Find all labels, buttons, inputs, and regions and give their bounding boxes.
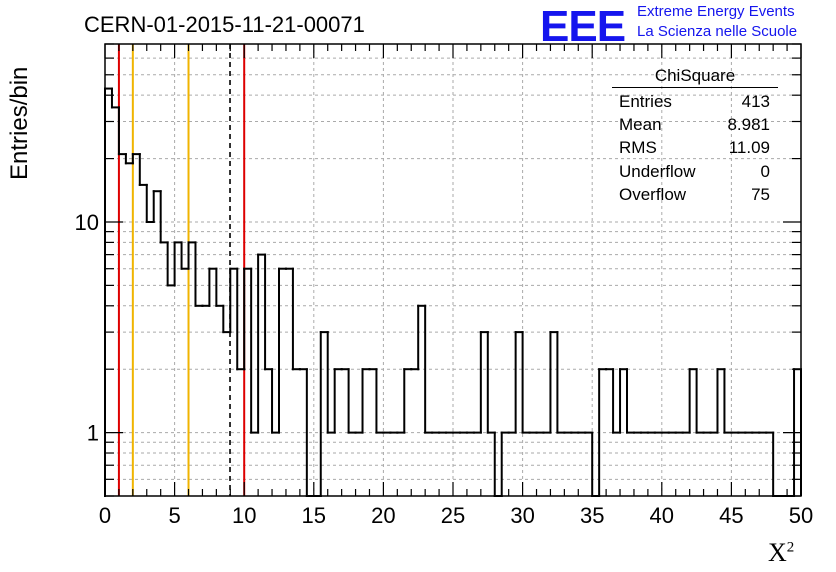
stats-value: 8.981 xyxy=(727,115,770,135)
histogram-bin xyxy=(173,241,183,287)
run-title: CERN-01-2015-11-21-00071 xyxy=(84,12,365,37)
x-axis-label-base: X xyxy=(768,538,787,567)
histogram-bin xyxy=(598,368,608,497)
histogram-bin xyxy=(104,87,113,497)
stats-row: Overflow 75 xyxy=(612,183,778,206)
histogram-bin xyxy=(222,304,232,334)
histogram-bin xyxy=(194,241,204,307)
histogram-bin xyxy=(187,241,197,270)
stats-label: Mean xyxy=(619,115,662,135)
histogram-bin xyxy=(110,87,120,109)
histogram-bin xyxy=(319,331,329,497)
histogram-bin xyxy=(180,241,190,270)
x-tick-label: 50 xyxy=(789,503,813,528)
histogram-bin xyxy=(403,368,413,434)
x-tick-label: 40 xyxy=(650,503,674,528)
histogram-bin xyxy=(131,153,141,165)
histogram-bin xyxy=(208,267,218,307)
histogram-bin xyxy=(333,368,343,434)
stats-label: Overflow xyxy=(619,184,687,204)
histogram-bin xyxy=(278,267,287,434)
histogram-bin xyxy=(612,368,622,434)
y-axis-label: Entries/bin xyxy=(6,66,33,180)
stats-box: ChiSquare Entries 413 Mean 8.981 RMS 11.09 … xyxy=(612,66,778,206)
x-axis-label: X2 xyxy=(768,538,794,568)
histogram-bin xyxy=(688,368,698,434)
axis-ticks xyxy=(104,43,802,497)
histogram-bin xyxy=(500,431,510,497)
histogram-bin xyxy=(152,190,162,223)
histogram-bin xyxy=(271,368,280,434)
histogram-bin xyxy=(257,253,267,434)
histogram-bin xyxy=(619,368,628,434)
histogram-bin xyxy=(291,267,301,371)
grid-lines xyxy=(105,44,801,496)
stats-row: Mean 8.981 xyxy=(612,113,778,136)
stats-name: ChiSquare xyxy=(612,66,778,88)
histogram-bin xyxy=(556,331,566,434)
stats-value: 75 xyxy=(751,184,770,204)
histogram-bin xyxy=(514,331,524,434)
x-tick-label: 25 xyxy=(441,503,465,528)
x-tick-label: 35 xyxy=(580,503,604,528)
stats-row: RMS 11.09 xyxy=(612,136,778,159)
histogram-bin xyxy=(243,267,253,371)
histogram-bin xyxy=(375,368,385,434)
histogram-bin xyxy=(695,368,705,434)
histogram-bin xyxy=(486,331,496,434)
x-tick-label: 15 xyxy=(302,503,326,528)
y-tick-label: 1 xyxy=(87,421,99,446)
histogram-bin xyxy=(626,368,635,434)
histogram-bin xyxy=(117,106,127,156)
x-tick-label: 10 xyxy=(232,503,256,528)
histogram-bin xyxy=(723,368,733,434)
stats-label: Entries xyxy=(619,92,672,111)
histogram-bin xyxy=(347,368,357,434)
histogram-bin xyxy=(326,331,336,434)
stats-label: Underflow xyxy=(619,161,696,181)
histogram-bin xyxy=(138,153,148,186)
x-axis-label-sup: 2 xyxy=(786,539,795,556)
histogram-bin xyxy=(215,267,225,307)
histogram-bin xyxy=(716,368,726,434)
stats-value: 0 xyxy=(760,161,770,181)
x-tick-label: 0 xyxy=(99,503,111,528)
histogram-bin xyxy=(479,331,489,434)
histogram-bin xyxy=(124,153,134,165)
brand-line-2: La Scienza nelle Scuole xyxy=(637,23,798,40)
x-tick-label: 30 xyxy=(510,503,534,528)
y-tick-label: 10 xyxy=(75,210,99,235)
stats-label: RMS xyxy=(619,138,657,158)
histogram-bin xyxy=(264,253,274,371)
eee-logo: EEE xyxy=(540,2,626,51)
stats-value: 11.09 xyxy=(728,138,770,158)
histogram-bin xyxy=(521,331,531,434)
histogram-bin xyxy=(166,241,176,287)
histogram-bin xyxy=(549,331,559,434)
x-tick-label: 5 xyxy=(168,503,180,528)
tick-labels: 0 5 10 15 20 25 30 35 40 45 50 1 10 xyxy=(75,210,814,528)
stats-value: 413 xyxy=(741,92,770,111)
histogram-bin xyxy=(229,267,239,334)
marker-lines xyxy=(117,44,246,496)
histogram-bin xyxy=(424,304,434,434)
brand-line-1: Extreme Energy Events xyxy=(637,3,795,20)
stats-row: Entries 413 xyxy=(612,90,778,113)
x-tick-label: 45 xyxy=(719,503,743,528)
histogram-bin xyxy=(361,368,371,434)
histogram-bin xyxy=(417,304,427,371)
histogram-bin xyxy=(159,190,169,244)
histogram-bin xyxy=(236,267,246,371)
histogram-bin xyxy=(145,183,155,223)
stats-row: Underflow 0 xyxy=(612,160,778,183)
x-tick-label: 20 xyxy=(371,503,395,528)
histogram-bin xyxy=(250,267,260,434)
